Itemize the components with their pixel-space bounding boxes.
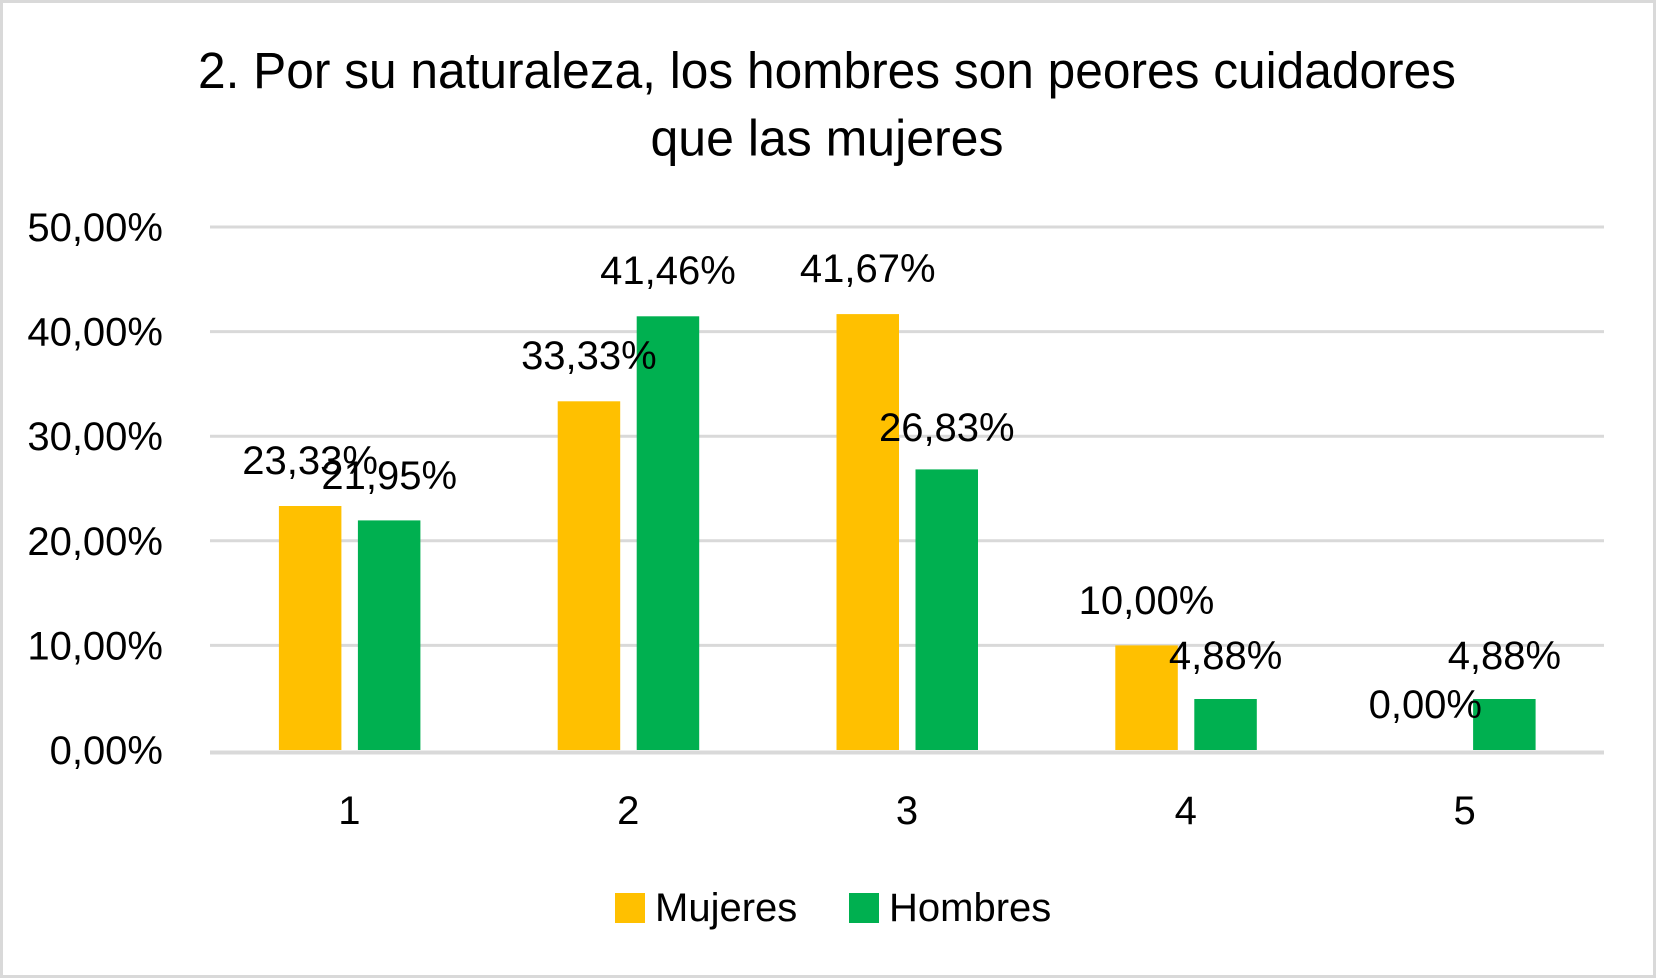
svg-text:10,00%: 10,00%	[1079, 579, 1215, 623]
svg-text:26,83%: 26,83%	[879, 406, 1015, 450]
svg-text:41,67%: 41,67%	[800, 247, 936, 291]
svg-text:4,88%: 4,88%	[1448, 634, 1561, 678]
svg-text:0,00%: 0,00%	[50, 729, 163, 773]
svg-text:20,00%: 20,00%	[27, 520, 163, 564]
svg-text:0,00%: 0,00%	[1369, 683, 1482, 727]
svg-text:41,46%: 41,46%	[600, 249, 736, 293]
svg-text:3: 3	[896, 789, 918, 833]
svg-text:4: 4	[1175, 789, 1197, 833]
svg-text:Hombres: Hombres	[889, 886, 1051, 930]
svg-text:4,88%: 4,88%	[1169, 634, 1282, 678]
svg-text:2: 2	[617, 789, 639, 833]
svg-text:que las mujeres: que las mujeres	[651, 110, 1004, 167]
svg-text:33,33%: 33,33%	[521, 334, 657, 378]
svg-text:50,00%: 50,00%	[27, 206, 163, 250]
svg-text:30,00%: 30,00%	[27, 415, 163, 459]
svg-text:21,95%: 21,95%	[321, 454, 457, 498]
svg-text:1: 1	[338, 789, 360, 833]
svg-text:10,00%: 10,00%	[27, 624, 163, 668]
svg-text:5: 5	[1453, 789, 1475, 833]
svg-text:40,00%: 40,00%	[27, 311, 163, 355]
svg-text:Mujeres: Mujeres	[655, 886, 797, 930]
svg-text:2. Por su naturaleza, los homb: 2. Por su naturaleza, los hombres son pe…	[198, 42, 1456, 99]
svg-text:23,33%: 23,33%	[242, 439, 378, 483]
